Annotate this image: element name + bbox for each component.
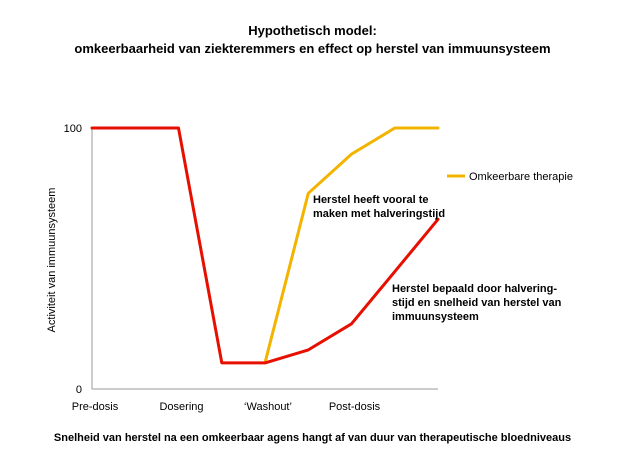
x-tick-label: ‘Washout’: [244, 401, 292, 413]
y-tick-label: 0: [76, 384, 82, 396]
y-axis-label: Activiteit van immuunsysteem: [46, 188, 58, 333]
annotation-text: stijd en snelheid van herstel van: [392, 297, 562, 309]
y-tick-label: 100: [64, 123, 82, 135]
chart-caption: Snelheid van herstel na een omkeerbaar a…: [53, 432, 572, 444]
x-tick-label: Post-dosis: [329, 401, 381, 413]
legend: Omkeerbare therapie: [447, 171, 573, 183]
x-tick-label: Dosering: [159, 401, 203, 413]
series-line-omkeerbare-therapie: [263, 126, 440, 365]
chart-title-line-2: omkeerbaarheid van ziekteremmers en effe…: [74, 41, 551, 56]
x-tick-label: Pre-dosis: [72, 401, 119, 413]
annotation-text: Herstel bepaald door halvering-: [392, 283, 557, 295]
legend-label-omkeerbare-therapie: Omkeerbare therapie: [469, 171, 573, 183]
annotation-text: Herstel heeft vooral te: [313, 194, 429, 206]
annotation-text: immuunsysteem: [392, 311, 479, 323]
series-line-red: [90, 126, 440, 365]
chart-title-line-1: Hypothetisch model:: [248, 23, 377, 38]
annotation-text: maken met halveringstijd: [313, 208, 445, 220]
